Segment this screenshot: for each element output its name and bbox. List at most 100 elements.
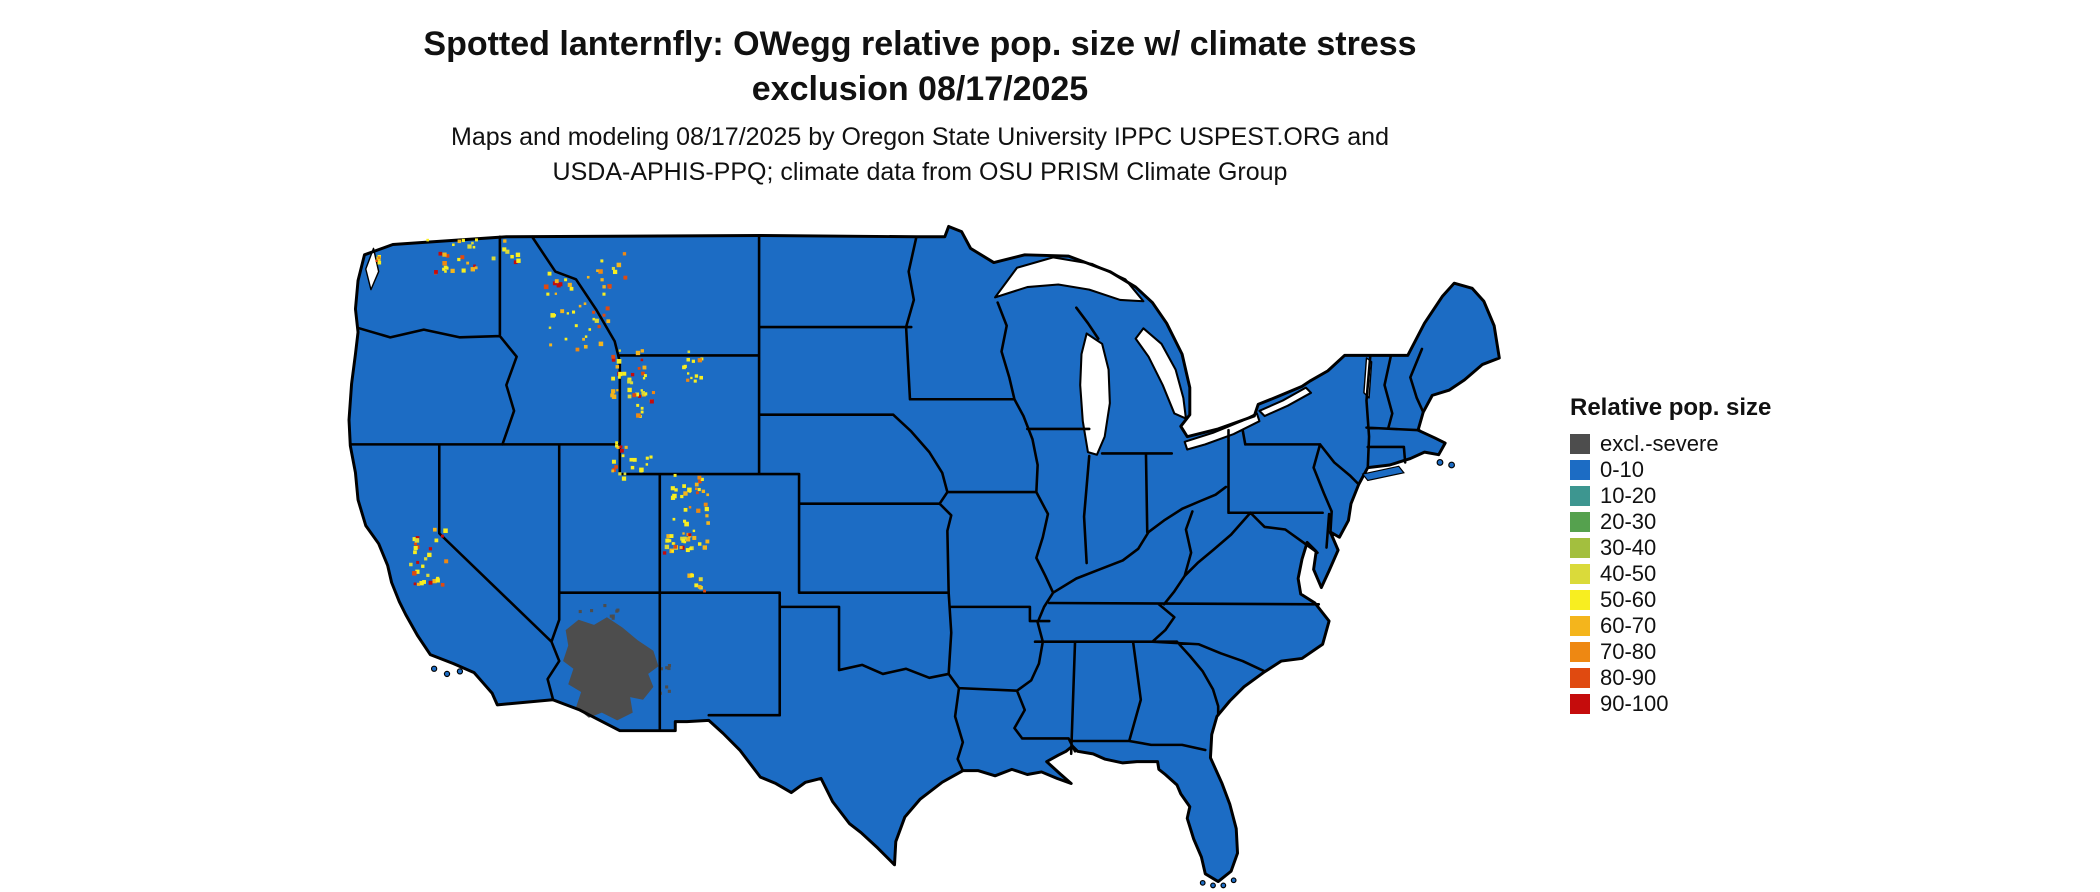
hotspot-dot (618, 371, 623, 377)
hotspot-dot (583, 302, 587, 305)
hotspot-dot (491, 256, 496, 261)
hotspot-dot (694, 583, 699, 588)
hotspot-dot (673, 544, 678, 549)
hotspot-dot (588, 328, 592, 331)
legend-row: 40-50 (1570, 561, 1771, 586)
hotspot-dot (592, 317, 596, 321)
legend-label: 0-10 (1600, 457, 1645, 482)
hotspot-dot (616, 359, 622, 364)
legend-swatch (1570, 616, 1590, 636)
hotspot-dot (434, 538, 439, 543)
hotspot-dot (600, 278, 604, 282)
hotspot-dot (474, 266, 478, 270)
hotspot-dot (602, 285, 606, 289)
legend-row: 20-30 (1570, 509, 1771, 534)
hotspot-dot (574, 324, 578, 328)
legend-label: 80-90 (1600, 665, 1657, 690)
hotspot-dot (461, 238, 465, 243)
hotspot-dot (640, 406, 644, 410)
hotspot-dot (638, 394, 642, 398)
florida-key-2 (1210, 882, 1216, 889)
legend-swatch (1570, 694, 1590, 714)
map-subtitle: Maps and modeling 08/17/2025 by Oregon S… (0, 120, 1840, 189)
hotspot-dot (649, 399, 654, 404)
hotspot-dot (635, 392, 640, 397)
hotspot-dot (611, 376, 616, 381)
hotspot-dot (457, 239, 462, 244)
channel-island-2 (443, 670, 451, 678)
excluded-speck-dot (611, 614, 615, 618)
excluded-speck-dot (616, 608, 620, 612)
hotspot-dot (515, 252, 521, 258)
hotspot-dot (636, 403, 640, 407)
hotspot-dot (442, 267, 446, 271)
hotspot-dot (419, 580, 424, 586)
hotspot-dot (426, 573, 430, 577)
hotspot-dot (444, 559, 449, 564)
hotspot-dot (569, 286, 574, 291)
excluded-speck-dot (667, 664, 672, 668)
legend-label: excl.-severe (1600, 431, 1719, 456)
hotspot-dot (616, 389, 619, 392)
hotspot-dot (622, 371, 627, 376)
hotspot-dot (698, 577, 703, 582)
lake-huron (1134, 327, 1187, 420)
hotspot-dot (681, 539, 686, 543)
excluded-speck-dot (611, 616, 615, 620)
hotspot-dot (452, 243, 455, 247)
hotspot-dot (416, 560, 420, 564)
hotspot-dot (583, 344, 588, 349)
hotspot-dot (621, 454, 625, 458)
legend-label: 60-70 (1600, 613, 1657, 638)
hotspot-dot (413, 546, 418, 551)
legend-entries: excl.-severe 0-10 10-20 20-30 30-40 40-50 50-6… (1570, 431, 1771, 716)
hotspot-dot (689, 547, 692, 551)
hotspot-dot (692, 535, 697, 540)
map-title: Spotted lanternfly: OWegg relative pop. … (0, 22, 1840, 112)
hotspot-dot (696, 491, 699, 495)
hotspot-dot (696, 508, 701, 513)
hotspot-dot (582, 337, 586, 341)
hotspot-dot (630, 381, 634, 385)
hotspot-dot (706, 521, 710, 525)
hotspot-dot (611, 266, 615, 271)
hotspot-dot (687, 573, 692, 578)
hotspot-dot (686, 357, 690, 362)
hotspot-dot (645, 463, 649, 466)
hotspot-dot (605, 306, 610, 311)
hotspot-dot (516, 258, 521, 263)
hotspot-dot (554, 292, 558, 295)
hotspot-dot (427, 552, 432, 558)
hotspot-dot (671, 550, 674, 553)
hotspot-dot (694, 374, 699, 378)
hotspot-dot (598, 341, 604, 347)
hotspot-dot (546, 292, 550, 296)
hotspot-dot (697, 487, 701, 492)
hotspot-dot (673, 473, 677, 477)
legend-label: 70-80 (1600, 639, 1657, 664)
hotspot-dot (699, 375, 703, 380)
hotspot-dot (687, 372, 690, 375)
legend-row: 10-20 (1570, 483, 1771, 508)
hotspot-dot (629, 457, 634, 462)
florida-key-3 (1220, 882, 1227, 889)
florida-key-4 (1230, 877, 1237, 884)
map-subtitle-line1: Maps and modeling 08/17/2025 by Oregon S… (451, 123, 1389, 151)
hotspot-dot (578, 304, 582, 308)
hotspot-dot (597, 324, 601, 329)
map-title-line1: Spotted lanternfly: OWegg relative pop. … (423, 25, 1417, 63)
hotspot-dot (666, 534, 671, 539)
hotspot-dot (558, 282, 563, 287)
hotspot-dot (596, 269, 599, 272)
hotspot-dot (415, 569, 420, 574)
hotspot-dot (566, 312, 570, 315)
us-map-svg (347, 224, 1501, 889)
hotspot-dot (664, 544, 670, 550)
hotspot-dot (635, 350, 641, 356)
us-outline (347, 224, 1501, 884)
hotspot-dot (461, 268, 466, 273)
hotspot-dot (424, 557, 428, 561)
hotspot-dot (620, 448, 624, 453)
hotspot-dot (693, 379, 697, 383)
